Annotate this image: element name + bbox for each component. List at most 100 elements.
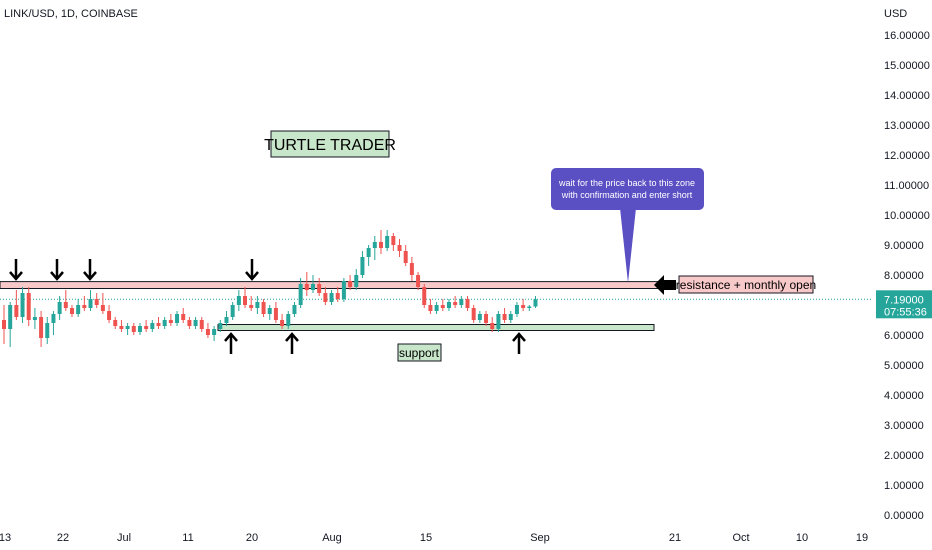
candle: [100, 293, 105, 314]
price-axis[interactable]: 16.00000 15.00000 14.00000 13.00000 12.00000…: [876, 30, 932, 522]
candle: [39, 311, 44, 347]
candle: [471, 305, 476, 323]
candle-body: [378, 242, 383, 248]
candle: [224, 311, 229, 326]
candle: [125, 323, 130, 335]
x-tick-label: Oct: [732, 532, 749, 544]
candle: [335, 287, 340, 302]
candle: [385, 230, 390, 251]
candle-body: [391, 236, 396, 245]
candle-body: [422, 287, 427, 305]
candle-body: [39, 317, 44, 338]
candle-body: [224, 317, 229, 323]
candle-body: [243, 296, 248, 305]
candle: [360, 251, 365, 278]
candle: [168, 314, 173, 326]
candle-body: [397, 245, 402, 251]
candle-body: [63, 302, 68, 308]
candle-body: [329, 293, 334, 302]
candle: [521, 299, 526, 311]
candle: [391, 233, 396, 251]
x-tick-label: Aug: [322, 532, 342, 544]
y-tick-label: 10.00000: [884, 210, 930, 222]
candle: [533, 296, 538, 308]
candles-layer: [2, 230, 538, 347]
candle-body: [76, 305, 81, 314]
candle-body: [144, 326, 149, 329]
resistance-label-text: resistance + monthly open: [676, 278, 816, 292]
candle: [82, 296, 87, 311]
x-tick-label: 13: [0, 532, 11, 544]
candle-body: [409, 263, 414, 275]
candle-body: [156, 323, 161, 326]
down-arrow-icon: [50, 259, 64, 281]
candle-body: [341, 281, 346, 299]
candle: [446, 299, 451, 311]
candle-body: [69, 308, 74, 314]
candle-body: [113, 320, 118, 326]
candle-body: [57, 302, 62, 314]
y-tick-label: 0.00000: [884, 510, 924, 522]
candle: [292, 302, 297, 317]
candle: [280, 314, 285, 329]
candle: [329, 290, 334, 305]
candle: [218, 320, 223, 332]
y-tick-label: 2.00000: [884, 450, 924, 462]
y-tick-label: 3.00000: [884, 420, 924, 432]
candle: [175, 311, 180, 326]
y-tick-label: 12.00000: [884, 150, 930, 162]
candle-body: [267, 308, 272, 314]
resistance-label: resistance + monthly open: [676, 275, 816, 294]
candle: [527, 305, 532, 311]
candle: [119, 320, 124, 332]
candle: [317, 278, 322, 296]
candle-body: [434, 305, 439, 311]
candle: [496, 311, 501, 332]
candle-body: [2, 320, 6, 329]
candle: [88, 290, 93, 311]
left-arrow-icon: [654, 275, 676, 295]
candle: [156, 317, 161, 329]
candle-body: [8, 305, 13, 329]
up-arrow-icon: [285, 332, 299, 354]
candle: [76, 299, 81, 317]
candle-body: [508, 314, 513, 320]
candle: [26, 287, 31, 326]
candle: [508, 311, 513, 323]
time-axis[interactable]: 13 22 Jul 11 20 Aug 15 Sep 21 Oct 10 19: [0, 532, 868, 544]
candle-body: [304, 284, 309, 290]
y-tick-label: 13.00000: [884, 120, 930, 132]
candle-body: [428, 305, 433, 311]
candle: [502, 308, 507, 323]
candle: [440, 299, 445, 311]
candle: [2, 305, 6, 344]
candle-body: [218, 323, 223, 329]
candle-body: [249, 305, 254, 308]
x-tick-label: 15: [420, 532, 432, 544]
symbol-header: LINK/USD, 1D, COINBASE: [4, 8, 138, 20]
candle: [323, 287, 328, 305]
candle-body: [88, 299, 93, 308]
candle-body: [533, 299, 538, 307]
y-tick-label: 1.00000: [884, 480, 924, 492]
y-tick-label: 15.00000: [884, 60, 930, 72]
candle: [409, 257, 414, 281]
candle: [137, 323, 142, 335]
candle: [107, 305, 112, 323]
x-tick-label: 22: [57, 532, 69, 544]
up-arrow-icon: [224, 332, 238, 354]
y-tick-label: 6.00000: [884, 330, 924, 342]
candle-body: [14, 305, 19, 317]
y-tick-label: 5.00000: [884, 360, 924, 372]
candle-body: [403, 251, 408, 263]
title-box: TURTLE TRADER: [264, 130, 396, 158]
candle-body: [82, 305, 87, 308]
candle-body: [496, 314, 501, 329]
candle-body: [514, 305, 519, 314]
candle: [94, 293, 99, 308]
candle: [181, 308, 186, 323]
title-text: TURTLE TRADER: [264, 137, 396, 154]
callout-line: with confirmation and enter short: [561, 190, 693, 200]
y-tick-label: 8.00000: [884, 270, 924, 282]
